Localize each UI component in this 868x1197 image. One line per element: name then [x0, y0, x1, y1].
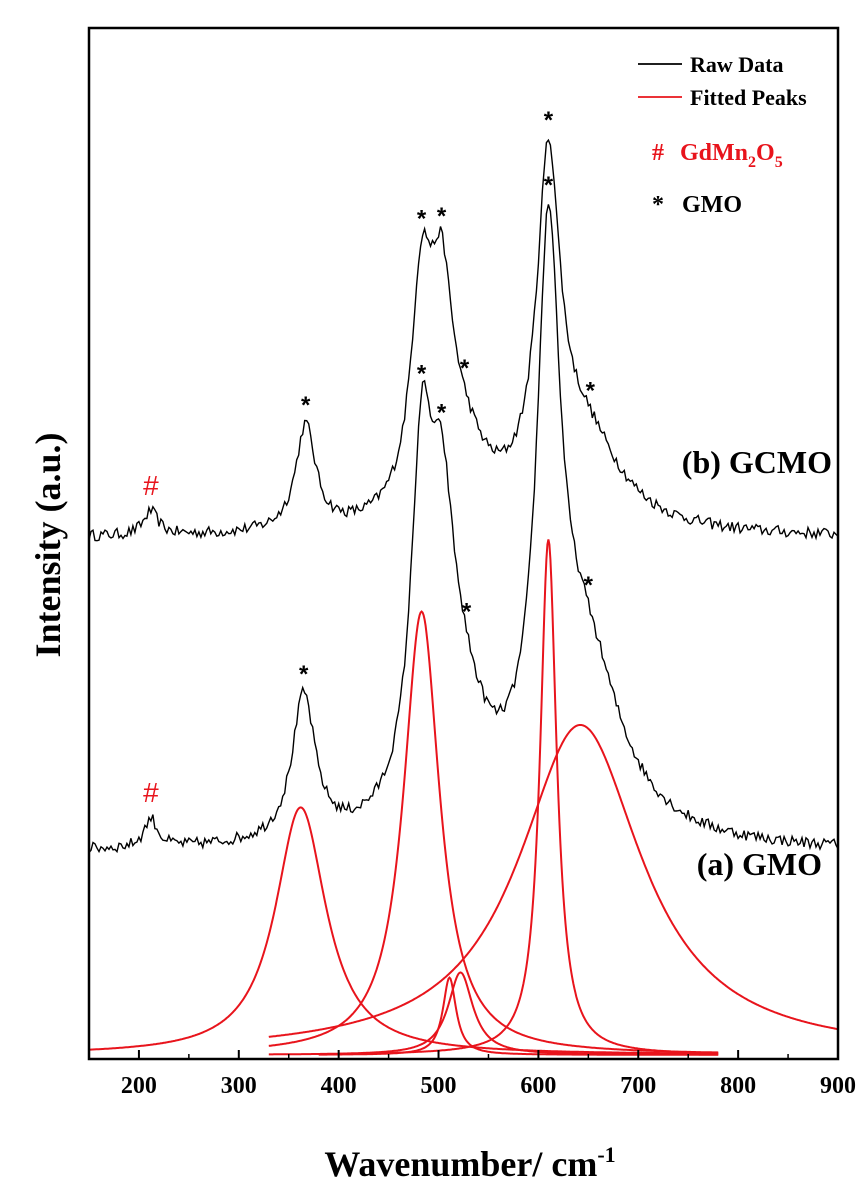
x-tick-label: 800: [720, 1073, 756, 1099]
gmo-marker: *: [299, 661, 309, 688]
x-axis-title-exponent: -1: [597, 1142, 615, 1167]
gmo-marker: *: [586, 377, 596, 404]
x-axis-ticks: 200 300 400 500 600 700 800 900: [88, 1050, 856, 1099]
gmo-marker: *: [544, 172, 554, 199]
legend: Raw Data Fitted Peaks # GdMn2O5 * GMO: [638, 52, 807, 218]
gmo-marker: *: [437, 399, 447, 426]
gdmn2o5-marker: #: [143, 470, 159, 501]
x-tick-label: 700: [620, 1073, 656, 1099]
x-tick-label: 500: [421, 1073, 457, 1099]
raw-spectrum-line: [88, 204, 839, 854]
gmo-marker: *: [462, 598, 472, 625]
legend-sub-5: 5: [775, 154, 783, 171]
gmo-marker: *: [417, 205, 427, 232]
fitted-peak-curve: [268, 724, 839, 1038]
legend-marker-o: O: [756, 140, 775, 166]
legend-label-raw: Raw Data: [690, 52, 784, 77]
x-axis-title: Wavenumber/ cm-1: [324, 1142, 615, 1184]
legend-marker-gdmn-label: GdMn: [680, 140, 748, 166]
legend-marker-gmo-label: GMO: [682, 192, 742, 218]
gmo-marker: *: [584, 572, 594, 599]
raw-spectrum-line: [88, 138, 839, 542]
fitted-peak-curve: [268, 610, 719, 1054]
x-tick-label: 300: [221, 1073, 257, 1099]
fitted-peak-curve: [88, 806, 719, 1055]
x-tick-label: 900: [820, 1073, 856, 1099]
plot-frame: [87, 26, 840, 1061]
gdmn2o5-marker: #: [143, 777, 159, 808]
x-tick-label: 600: [520, 1073, 556, 1099]
legend-sub-2: 2: [748, 154, 756, 171]
gmo-marker: *: [460, 355, 470, 382]
peak-markers: # * * * * * * # * * * * * *: [143, 107, 596, 808]
series-label: (a) GMO: [697, 846, 822, 882]
legend-marker-star: *: [652, 192, 664, 218]
fitted-peak-curve: [318, 976, 719, 1056]
legend-marker-gdmn2o5: # GdMn2O5: [652, 140, 783, 171]
x-tick-label: 400: [321, 1073, 357, 1099]
gmo-marker: *: [301, 392, 311, 419]
series-labels: (b) GCMO (a) GMO: [682, 444, 832, 882]
gmo-marker: *: [437, 203, 447, 230]
x-tick-label: 200: [121, 1073, 157, 1099]
fitted-peak-curve: [268, 971, 719, 1056]
series-label: (b) GCMO: [682, 444, 832, 480]
gmo-marker: *: [544, 107, 554, 134]
y-axis-title: Intensity (a.u.): [28, 432, 68, 657]
plot-area: [88, 138, 839, 1056]
gmo-marker: *: [417, 361, 427, 388]
x-axis-title-text: Wavenumber/ cm: [324, 1144, 597, 1184]
fitted-peak-curve: [338, 539, 719, 1055]
legend-marker-gmo: * GMO: [652, 192, 742, 218]
legend-marker-hash: #: [652, 140, 664, 166]
legend-label-fit: Fitted Peaks: [690, 85, 807, 110]
